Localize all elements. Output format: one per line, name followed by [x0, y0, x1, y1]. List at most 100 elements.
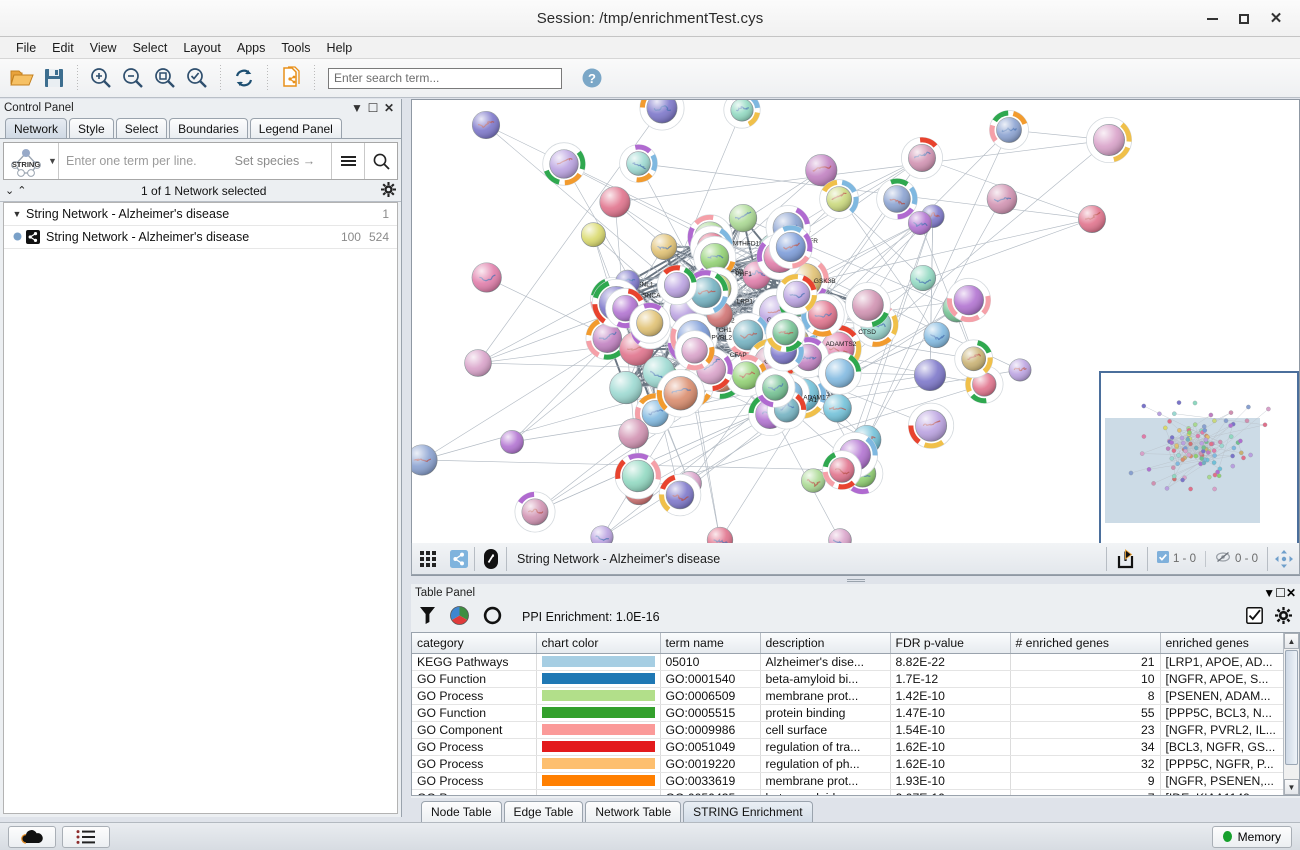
- network-node[interactable]: [954, 339, 994, 379]
- enrichment-table[interactable]: category chart color term name descripti…: [411, 632, 1300, 796]
- network-node[interactable]: [876, 178, 918, 220]
- collapse-all-icon[interactable]: ⌄: [5, 185, 15, 197]
- network-node[interactable]: [723, 100, 761, 129]
- table-row[interactable]: KEGG Pathways 05010 Alzheimer's dise... 8.8…: [412, 653, 1285, 671]
- chevron-down-icon[interactable]: ▼: [1263, 586, 1276, 600]
- string-logo-icon[interactable]: STRING: [4, 143, 48, 179]
- network-node[interactable]: [1008, 358, 1032, 382]
- tab-network-table[interactable]: Network Table: [585, 801, 682, 822]
- network-node[interactable]: [542, 142, 586, 186]
- share-network-icon[interactable]: [443, 546, 474, 572]
- open-folder-icon[interactable]: [6, 62, 38, 94]
- zoom-selected-icon[interactable]: [181, 62, 213, 94]
- network-node[interactable]: [683, 269, 729, 316]
- column-header-chart-color[interactable]: chart color: [536, 633, 661, 654]
- network-node[interactable]: [822, 450, 862, 490]
- network-node[interactable]: [768, 225, 813, 270]
- network-node[interactable]: [464, 349, 492, 377]
- network-node[interactable]: GSK3B: [776, 273, 836, 315]
- column-header-fdr-pvalue[interactable]: FDR p-value: [890, 633, 1011, 654]
- column-header-category[interactable]: category: [412, 633, 537, 654]
- search-input[interactable]: Enter search term...: [328, 67, 562, 89]
- float-panel-icon[interactable]: ☐: [367, 101, 379, 115]
- table-row[interactable]: GO Process GO:0033619 membrane prot... 1.93…: [412, 772, 1285, 790]
- tab-node-table[interactable]: Node Table: [421, 801, 502, 822]
- column-header-description[interactable]: description: [760, 633, 891, 654]
- minimize-icon[interactable]: [1196, 5, 1228, 33]
- menu-view[interactable]: View: [89, 40, 117, 55]
- gear-icon[interactable]: [381, 181, 396, 200]
- network-node[interactable]: [599, 186, 631, 218]
- scroll-down-icon[interactable]: ▼: [1284, 779, 1299, 795]
- table-row[interactable]: GO Process GO:0019220 regulation of ph... 1…: [412, 755, 1285, 773]
- network-node[interactable]: [580, 222, 606, 248]
- set-species-link[interactable]: Set species →: [234, 154, 316, 168]
- chevron-down-icon[interactable]: ▼: [351, 101, 363, 115]
- annotation-icon[interactable]: [475, 546, 506, 572]
- export-network-icon[interactable]: [275, 62, 307, 94]
- selected-nodes-indicator[interactable]: 1 - 0: [1148, 551, 1205, 566]
- network-node[interactable]: CFAP: [689, 347, 747, 392]
- cloud-icon[interactable]: [8, 825, 56, 848]
- menu-tools[interactable]: Tools: [281, 40, 311, 55]
- network-node[interactable]: [656, 264, 698, 306]
- tab-boundaries[interactable]: Boundaries: [169, 118, 248, 138]
- zoom-out-icon[interactable]: [117, 62, 149, 94]
- network-node[interactable]: [989, 110, 1029, 150]
- chevron-down-icon[interactable]: ▼: [12, 209, 22, 219]
- tab-legend-panel[interactable]: Legend Panel: [249, 118, 342, 138]
- network-graph[interactable]: MT-ND2VSNL1MS4A4AMS4A4EPICALMGAB2FYNCHAT…: [412, 100, 1300, 576]
- network-node[interactable]: [514, 491, 556, 533]
- column-header-enriched-genes[interactable]: enriched genes: [1160, 633, 1285, 654]
- network-node[interactable]: [913, 358, 947, 392]
- search-icon[interactable]: [364, 143, 397, 179]
- network-node[interactable]: [500, 430, 524, 454]
- network-node[interactable]: [823, 393, 852, 423]
- network-node[interactable]: [609, 371, 643, 405]
- network-node[interactable]: [805, 154, 838, 187]
- expand-all-icon[interactable]: ⌃: [17, 185, 27, 197]
- menu-select[interactable]: Select: [132, 40, 168, 55]
- network-node[interactable]: [819, 179, 860, 219]
- table-row[interactable]: GO Function GO:0001540 beta-amyloid bi... 1…: [412, 670, 1285, 688]
- close-icon[interactable]: ✕: [1269, 10, 1283, 27]
- menu-layout[interactable]: Layout: [183, 40, 221, 55]
- memory-indicator[interactable]: Memory: [1211, 825, 1292, 848]
- hidden-nodes-indicator[interactable]: 0 - 0: [1206, 551, 1267, 566]
- color-wheel-icon[interactable]: [450, 606, 469, 628]
- close-icon[interactable]: ✕: [383, 101, 395, 115]
- refresh-icon[interactable]: [228, 62, 260, 94]
- menu-help[interactable]: Help: [326, 40, 353, 55]
- tab-edge-table[interactable]: Edge Table: [503, 801, 584, 822]
- chevron-down-icon[interactable]: ▼: [48, 156, 57, 166]
- network-node[interactable]: [614, 452, 662, 500]
- network-node[interactable]: [801, 468, 826, 493]
- network-node[interactable]: MTHFD1L: [693, 235, 764, 279]
- network-node[interactable]: [650, 233, 678, 261]
- select-all-checkbox-icon[interactable]: [1246, 607, 1263, 627]
- network-node[interactable]: [844, 282, 891, 328]
- string-query-input[interactable]: Enter one term per line. Set species →: [58, 143, 331, 179]
- tab-style[interactable]: Style: [69, 118, 114, 138]
- tab-select[interactable]: Select: [115, 118, 168, 138]
- menu-edit[interactable]: Edit: [52, 40, 74, 55]
- menu-file[interactable]: File: [16, 40, 37, 55]
- network-node[interactable]: [1078, 205, 1106, 233]
- zoom-fit-icon[interactable]: [149, 62, 181, 94]
- network-node[interactable]: [471, 110, 501, 140]
- scroll-up-icon[interactable]: ▲: [1284, 633, 1299, 649]
- network-node[interactable]: [412, 444, 438, 476]
- save-icon[interactable]: [38, 62, 70, 94]
- network-node[interactable]: [728, 203, 758, 233]
- network-node[interactable]: [656, 369, 705, 418]
- network-canvas[interactable]: MT-ND2VSNL1MS4A4AMS4A4EPICALMGAB2FYNCHAT…: [411, 99, 1300, 576]
- grid-layout-icon[interactable]: [412, 546, 443, 572]
- table-vertical-scrollbar[interactable]: ▲ ▼: [1283, 633, 1299, 795]
- export-image-icon[interactable]: [1107, 546, 1147, 572]
- hamburger-icon[interactable]: [331, 143, 364, 179]
- close-icon[interactable]: ✕: [1285, 586, 1296, 600]
- network-node[interactable]: [765, 312, 806, 353]
- zoom-in-icon[interactable]: [85, 62, 117, 94]
- scrollbar-thumb[interactable]: [1285, 650, 1298, 765]
- column-header-enriched-count[interactable]: # enriched genes: [1010, 633, 1161, 654]
